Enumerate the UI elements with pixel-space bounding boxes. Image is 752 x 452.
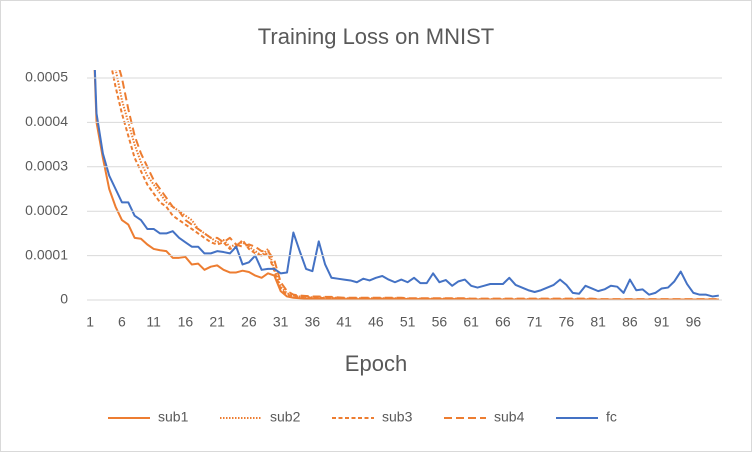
legend-label: sub1	[158, 409, 189, 425]
series-line	[118, 70, 719, 301]
y-tick-label: 0.0005	[25, 69, 68, 85]
x-tick-label: 46	[368, 314, 384, 330]
x-tick-label: 66	[495, 314, 511, 330]
x-tick-label: 91	[654, 314, 670, 330]
series-line	[93, 70, 719, 298]
x-tick-label: 61	[463, 314, 479, 330]
y-tick-label: 0.0001	[25, 246, 68, 262]
x-tick-label: 31	[273, 314, 289, 330]
x-tick-label: 21	[209, 314, 225, 330]
x-tick-label: 71	[527, 314, 543, 330]
legend-label: sub3	[382, 409, 413, 425]
x-tick-label: 16	[178, 314, 194, 330]
x-tick-label: 26	[241, 314, 257, 330]
y-tick-label: 0.0004	[25, 113, 68, 129]
x-tick-label: 41	[336, 314, 352, 330]
x-axis-title: Epoch	[345, 351, 407, 376]
legend-label: sub2	[270, 409, 301, 425]
x-tick-label: 96	[686, 314, 702, 330]
x-tick-label: 56	[432, 314, 448, 330]
y-tick-label: 0	[60, 291, 68, 307]
chart-title: Training Loss on MNIST	[258, 24, 494, 49]
x-tick-label: 86	[622, 314, 638, 330]
x-tick-label: 51	[400, 314, 416, 330]
x-tick-label: 36	[305, 314, 321, 330]
legend-label: sub4	[494, 409, 525, 425]
x-tick-label: 6	[118, 314, 126, 330]
x-tick-label: 11	[146, 314, 161, 330]
x-tick-label: 1	[86, 314, 94, 330]
x-tick-label: 76	[559, 314, 575, 330]
y-tick-label: 0.0003	[25, 158, 68, 174]
x-tick-label: 81	[590, 314, 606, 330]
legend-label: fc	[606, 409, 617, 425]
y-tick-label: 0.0002	[25, 202, 68, 218]
